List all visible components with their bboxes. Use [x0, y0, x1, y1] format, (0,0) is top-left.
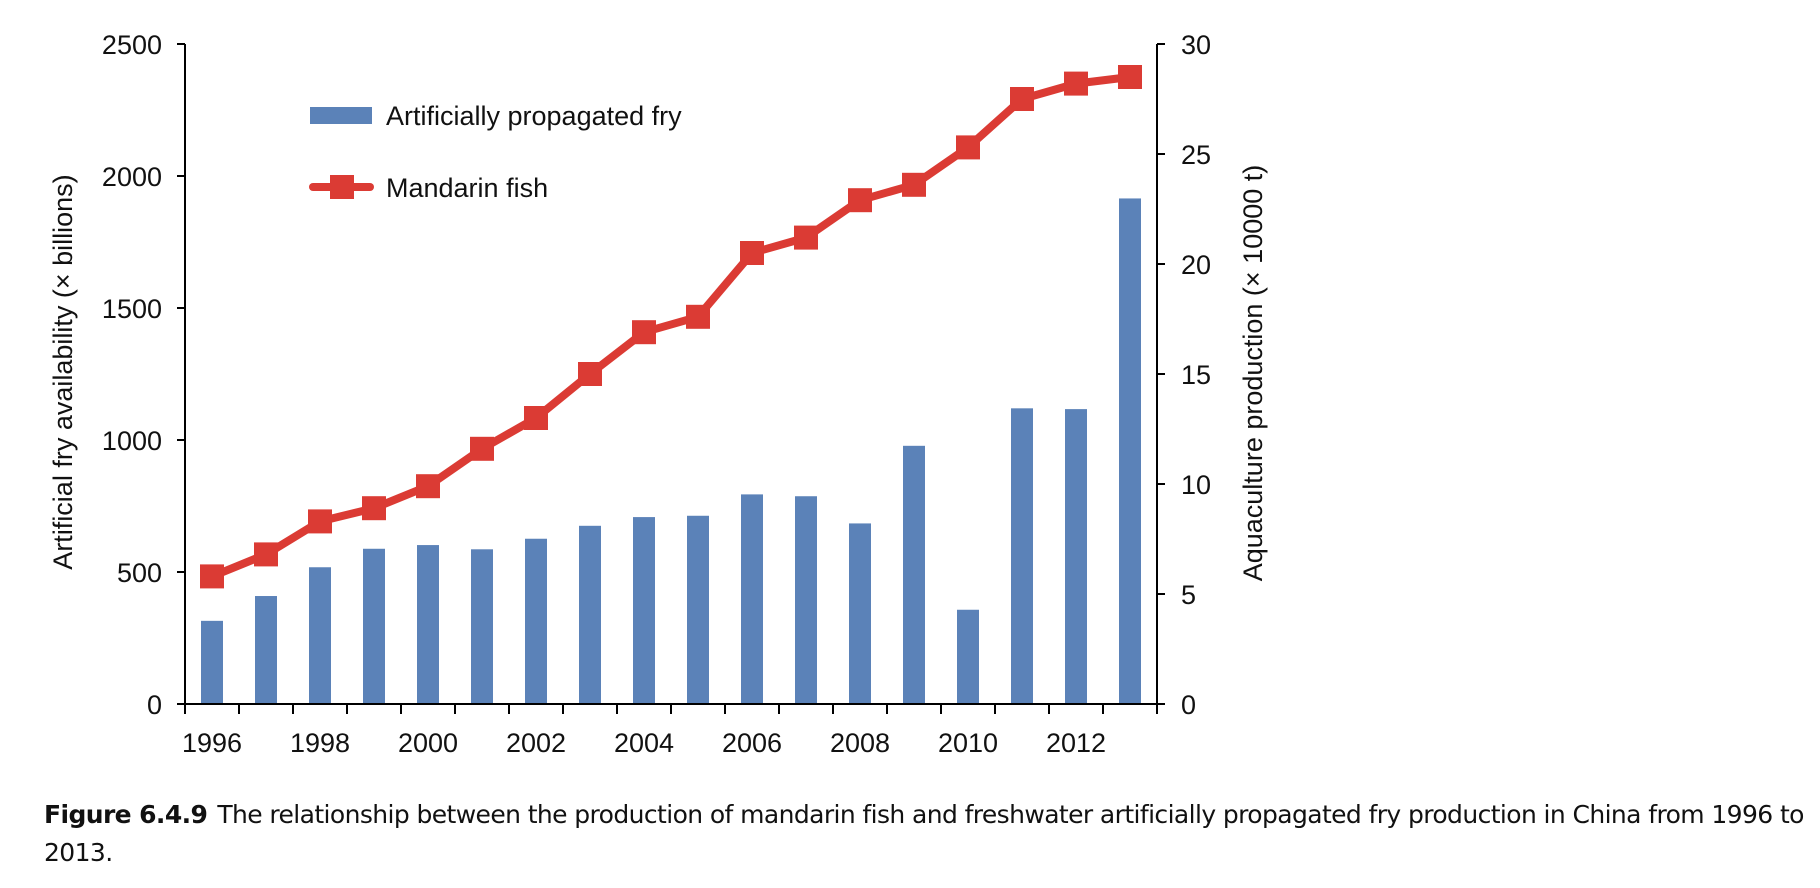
y-axis-title-right: Aquaculture production (× 10000 t)	[1238, 165, 1268, 582]
bar-2013	[1119, 198, 1141, 704]
marker-2013	[1118, 65, 1142, 89]
y-tick-label-right: 10	[1181, 470, 1211, 500]
legend-marker-mandarin	[330, 175, 354, 199]
y-tick-label-right: 20	[1181, 250, 1211, 280]
bar-2008	[849, 523, 871, 704]
bar-1996	[201, 620, 223, 704]
bar-series	[201, 198, 1141, 704]
bar-2011	[1011, 408, 1033, 704]
x-tick-label: 2010	[938, 728, 998, 758]
figure-caption: Figure 6.4.9 The relationship between the…	[44, 796, 1814, 872]
marker-2008	[848, 188, 872, 213]
bar-2004	[633, 517, 655, 704]
y-tick-label-right: 5	[1181, 580, 1196, 610]
y-tick-label-left: 1000	[102, 426, 162, 456]
bar-2006	[741, 494, 763, 704]
y-tick-label-left: 2500	[102, 30, 162, 60]
x-tick-label: 2002	[506, 728, 566, 758]
marker-1998	[308, 509, 332, 534]
marker-2003	[578, 362, 602, 386]
marker-1996	[200, 564, 224, 589]
bar-1997	[255, 596, 277, 704]
bar-2003	[579, 525, 601, 704]
marker-2011	[1010, 87, 1034, 111]
marker-2000	[416, 474, 440, 499]
y-tick-label-left: 0	[147, 690, 162, 720]
line-series	[200, 65, 1142, 589]
x-tick-label: 2000	[398, 728, 458, 758]
marker-2012	[1064, 71, 1088, 96]
y-tick-label-right: 25	[1181, 140, 1211, 170]
marker-2005	[686, 304, 710, 329]
y-tick-label-right: 15	[1181, 360, 1211, 390]
x-tick-label: 1998	[290, 728, 350, 758]
y-tick-label-left: 2000	[102, 162, 162, 192]
y-tick-label-right: 0	[1181, 690, 1196, 720]
x-tick-label: 2008	[830, 728, 890, 758]
figure-caption-text: The relationship between the production …	[44, 800, 1804, 867]
marker-2001	[470, 436, 494, 461]
x-tick-label: 2012	[1046, 728, 1106, 758]
mandarin-fish-line	[210, 73, 1131, 581]
marker-2006	[740, 241, 764, 265]
bar-2007	[795, 496, 817, 704]
legend-label-fry: Artificially propagated fry	[386, 101, 682, 131]
bar-2005	[687, 515, 709, 704]
bar-2010	[957, 609, 979, 704]
legend: Artificially propagated fry Mandarin fis…	[309, 101, 682, 203]
x-tick-label: 2004	[614, 728, 674, 758]
x-tick-label: 2006	[722, 728, 782, 758]
marker-2009	[902, 172, 926, 197]
marker-1999	[362, 496, 386, 521]
legend-swatch-fry	[310, 107, 372, 124]
marker-2004	[632, 320, 656, 345]
y-tick-label-right: 30	[1181, 30, 1211, 60]
bar-2002	[525, 538, 547, 704]
marker-2007	[794, 225, 818, 250]
y-tick-label-left: 500	[117, 558, 162, 588]
marker-2010	[956, 135, 980, 160]
marker-1997	[254, 542, 278, 567]
axes: 0 500 1000 1500 2000 2500 0 5 10 15 20 25 30 1996 1998…	[102, 30, 1211, 758]
bar-2001	[471, 549, 493, 704]
bar-2012	[1065, 409, 1087, 704]
y-tick-label-left: 1500	[102, 294, 162, 324]
bar-1998	[309, 567, 331, 704]
y-axis-title-left: Artificial fry availability (× billions)	[48, 174, 78, 569]
x-tick-label: 1996	[182, 728, 242, 758]
bar-2009	[903, 445, 925, 704]
marker-2002	[524, 406, 548, 430]
legend-label-mandarin: Mandarin fish	[386, 173, 548, 203]
chart: 0 500 1000 1500 2000 2500 0 5 10 15 20 25 30 1996 1998…	[48, 30, 1268, 758]
figure-label: Figure 6.4.9	[44, 800, 208, 829]
bar-2000	[417, 545, 439, 704]
bar-1999	[363, 548, 385, 704]
